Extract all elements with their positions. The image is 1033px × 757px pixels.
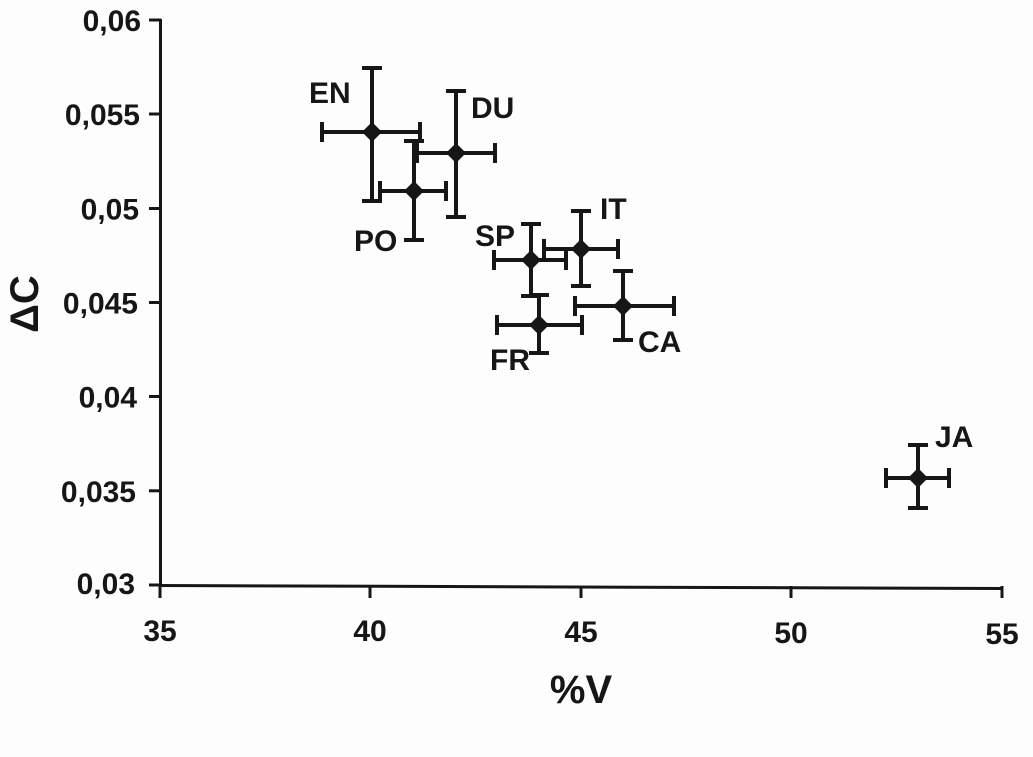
- svg-text:EN: EN: [309, 77, 351, 110]
- svg-text:JA: JA: [935, 421, 973, 454]
- svg-text:35: 35: [143, 615, 176, 648]
- svg-text:45: 45: [564, 616, 597, 649]
- svg-text:40: 40: [353, 615, 386, 648]
- svg-text:SP: SP: [475, 220, 515, 253]
- svg-text:%V: %V: [550, 668, 613, 712]
- svg-text:0,055: 0,055: [65, 99, 140, 132]
- svg-text:50: 50: [774, 617, 807, 650]
- svg-text:55: 55: [985, 618, 1018, 651]
- svg-text:0,05: 0,05: [81, 194, 139, 227]
- svg-text:FR: FR: [490, 344, 530, 377]
- svg-text:0,06: 0,06: [83, 5, 141, 38]
- svg-text:CA: CA: [638, 326, 681, 359]
- svg-text:0,03: 0,03: [77, 568, 135, 601]
- svg-text:0,04: 0,04: [79, 382, 138, 415]
- svg-text:DU: DU: [471, 92, 514, 125]
- svg-text:0,045: 0,045: [63, 288, 138, 321]
- svg-text:ΔC: ΔC: [3, 275, 47, 333]
- svg-text:IT: IT: [600, 193, 627, 226]
- svg-text:PO: PO: [354, 225, 397, 258]
- svg-text:0,035: 0,035: [61, 476, 136, 509]
